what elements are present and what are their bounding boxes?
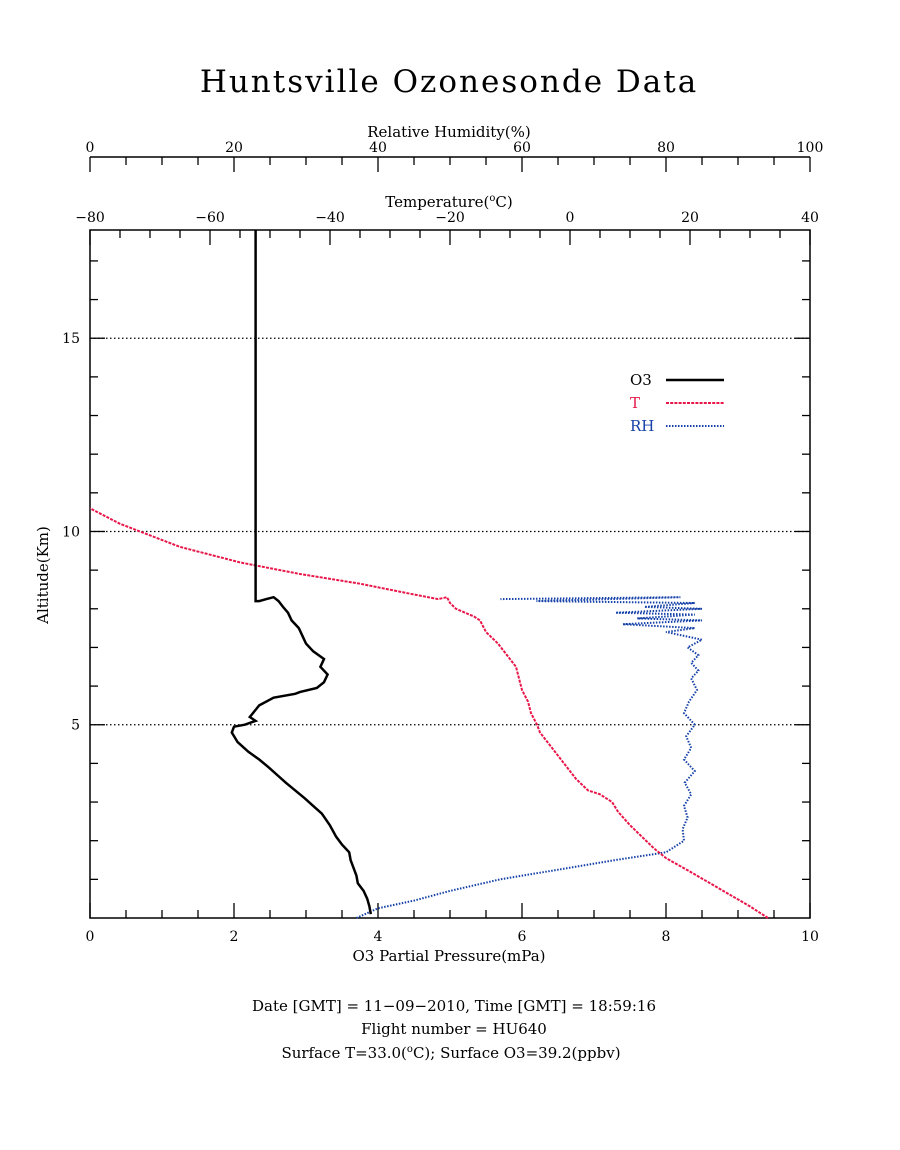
- o3-tick-label: 8: [662, 929, 671, 945]
- plot-frame: [89, 229, 811, 919]
- rh-tick-label: 100: [797, 140, 824, 156]
- o3-tick-labels: 0 2 4 6 8 10: [86, 929, 819, 945]
- footer-surface-b: C); Surface O3=39.2(ppbv): [413, 1044, 621, 1062]
- footer-flight-number: Flight number = HU640: [361, 1020, 547, 1038]
- o3-tick-label: 0: [86, 929, 95, 945]
- temp-tick-label: −40: [315, 210, 345, 226]
- alt-tick-label: 10: [62, 524, 80, 540]
- legend-rh-label: RH: [630, 417, 654, 435]
- series-t-line: [89, 507, 769, 919]
- temp-tick-label: −80: [75, 210, 105, 226]
- legend-t-label: T: [630, 394, 640, 412]
- legend-o3-label: O3: [630, 371, 652, 389]
- temp-tick-label: −60: [195, 210, 225, 226]
- series-o3-line: [230, 230, 373, 915]
- footer-surface-a: Surface T=33.0(: [281, 1044, 406, 1062]
- rh-tick-label: 80: [657, 140, 675, 156]
- temp-tick-label: 20: [681, 210, 699, 226]
- alt-tick-label: 15: [62, 331, 80, 347]
- o3-tick-label: 2: [230, 929, 239, 945]
- o3-tick-label: 6: [518, 929, 527, 945]
- temp-axis-label: Temperature(oC): [385, 193, 513, 211]
- temp-tick-labels: −80 −60 −40 −20 0 20 40: [75, 210, 819, 226]
- alt-tick-labels: 5 10 15: [62, 331, 80, 734]
- rh-tick-label: 60: [513, 140, 531, 156]
- alt-tick-label: 5: [71, 718, 80, 734]
- o3-axis-label: O3 Partial Pressure(mPa): [352, 947, 545, 965]
- rh-tick-label: 20: [225, 140, 243, 156]
- o3-tick-label: 4: [374, 929, 383, 945]
- rh-tick-label: 0: [86, 140, 95, 156]
- temp-label-sup: o: [489, 193, 495, 204]
- rh-axis-label: Relative Humidity(%): [367, 123, 530, 141]
- temp-tick-label: 0: [566, 210, 575, 226]
- temp-tick-label: −20: [435, 210, 465, 226]
- frame-ticks: [89, 230, 811, 918]
- temp-label-main: Temperature(: [385, 193, 489, 211]
- chart-title: Huntsville Ozonesonde Data: [200, 64, 698, 100]
- footer-date-time: Date [GMT] = 11−09−2010, Time [GMT] = 18…: [252, 997, 656, 1015]
- series-rh-line: [355, 596, 705, 919]
- gridlines: [90, 337, 810, 726]
- temp-label-end: C): [495, 193, 512, 211]
- temp-tick-label: 40: [801, 210, 819, 226]
- legend: O3 T RH: [630, 371, 724, 435]
- o3-tick-label: 10: [801, 929, 819, 945]
- alt-axis-label: Altitude(Km): [34, 526, 52, 625]
- rh-ticks: [89, 157, 811, 172]
- rh-tick-labels: 0 20 40 60 80 100: [86, 140, 824, 156]
- footer-surface-values: Surface T=33.0(oC); Surface O3=39.2(ppbv…: [281, 1044, 620, 1062]
- footer-surface-sup: o: [407, 1044, 413, 1055]
- rh-tick-label: 40: [369, 140, 387, 156]
